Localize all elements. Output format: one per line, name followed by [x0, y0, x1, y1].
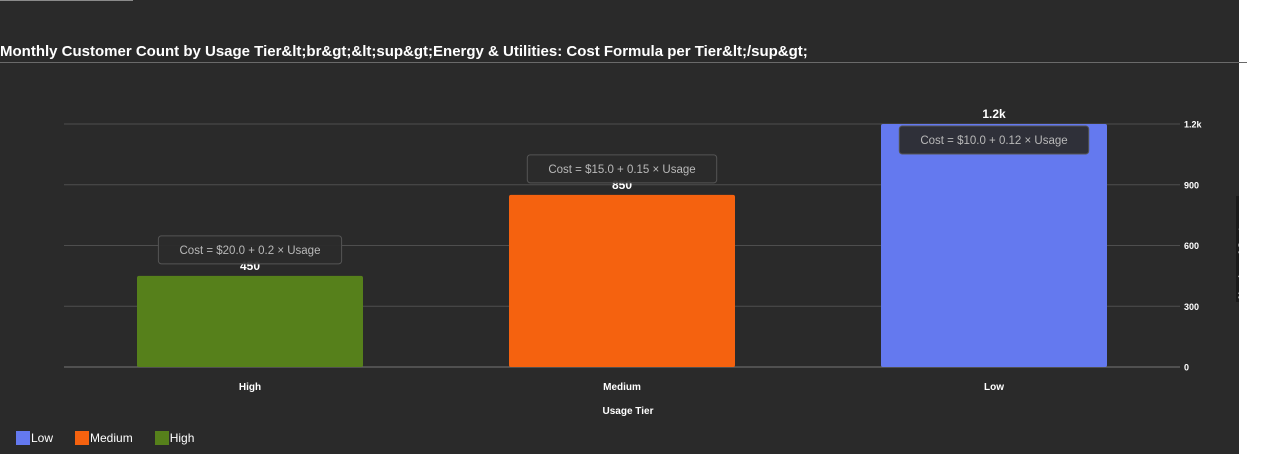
y-tick-label: 300	[1184, 302, 1199, 312]
legend-swatch	[16, 431, 30, 445]
y-axis-title: Number of Customers	[1237, 199, 1239, 299]
annotation-text: Cost = $15.0 + 0.15 × Usage	[548, 164, 695, 176]
y-tick-label: 600	[1184, 241, 1199, 251]
legend-swatch	[154, 431, 169, 445]
annotation-text: Cost = $20.0 + 0.2 × Usage	[180, 245, 321, 257]
bar-low	[881, 124, 1107, 367]
legend-swatch	[75, 431, 90, 445]
legend-label: Medium	[90, 431, 133, 445]
x-tick-label: Low	[984, 382, 1004, 393]
y-tick-label: 900	[1184, 180, 1199, 190]
bar-high	[137, 275, 363, 367]
title-divider	[0, 62, 1247, 63]
annotation-box	[157, 235, 343, 265]
chart-legend: Low Medium High	[16, 430, 194, 446]
legend-item-high[interactable]: High	[154, 431, 195, 445]
annotation-text: Cost = $10.0 + 0.12 × Usage	[920, 135, 1067, 147]
y-tick-label: 1.2k	[1184, 120, 1203, 130]
y-axis-title-backing	[1236, 196, 1239, 302]
bar-medium	[509, 194, 735, 367]
legend-item-medium[interactable]: Medium	[75, 431, 133, 445]
annotation-box	[526, 154, 718, 184]
annotation-box	[898, 125, 1090, 155]
legend-label: High	[169, 431, 195, 445]
y-tick-label: 0	[1184, 363, 1189, 373]
legend-item-low[interactable]: Low	[16, 431, 53, 445]
x-tick-label: Medium	[603, 382, 641, 393]
chart-panel: Monthly Customer Count by Usage Tier&lt;…	[0, 0, 1247, 454]
x-axis-title: Usage Tier	[603, 406, 654, 417]
x-tick-label: High	[239, 382, 261, 393]
value-label: 1.2k	[982, 107, 1006, 121]
legend-label: Low	[31, 431, 54, 445]
top-tab-strip	[0, 0, 133, 1]
chart-title: Monthly Customer Count by Usage Tier&lt;…	[0, 43, 808, 60]
